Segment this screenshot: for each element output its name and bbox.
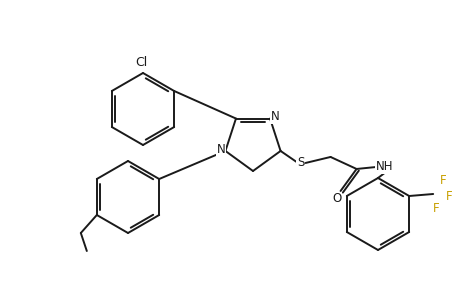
Text: N: N — [271, 110, 279, 123]
Text: S: S — [297, 156, 304, 169]
Text: Cl: Cl — [135, 56, 147, 69]
Text: O: O — [332, 192, 341, 205]
Text: NH: NH — [376, 160, 393, 173]
Text: F: F — [446, 189, 453, 203]
Text: N: N — [217, 143, 226, 156]
Text: F: F — [440, 174, 447, 187]
Text: F: F — [433, 203, 439, 216]
